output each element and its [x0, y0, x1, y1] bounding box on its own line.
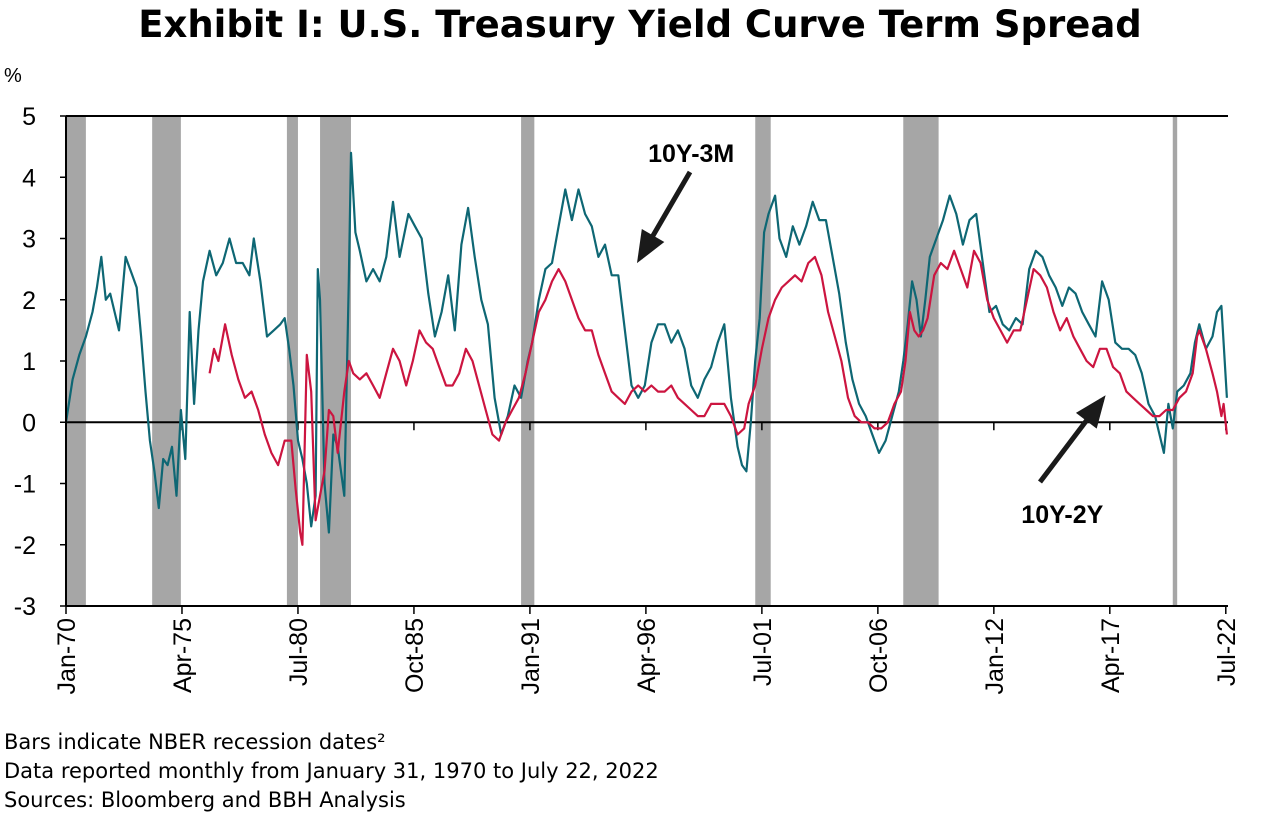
- y-tick-label: 5: [22, 103, 36, 131]
- y-tick-label: 4: [22, 164, 36, 192]
- y-tick-label: 1: [22, 348, 36, 376]
- y-tick-label: -1: [14, 471, 36, 499]
- recession-bar: [320, 116, 351, 606]
- annotation-10y-3m: 10Y-3M: [648, 140, 734, 168]
- y-tick-label: -3: [14, 593, 36, 621]
- recession-bar: [903, 116, 939, 606]
- arrow-10y-2y-head: [1075, 395, 1106, 429]
- gridlines: [65, 115, 1228, 431]
- recession-bar: [152, 116, 181, 606]
- series-lines: [64, 151, 1228, 546]
- recession-bar: [286, 116, 298, 606]
- y-axis-unit: %: [4, 65, 22, 87]
- y-tick-label: 3: [22, 226, 36, 254]
- arrow-10y-3m-head: [636, 228, 665, 264]
- x-tick-label: Jan-91: [517, 618, 545, 694]
- x-tick-label: Jul-01: [749, 618, 777, 686]
- series-10y-3m: [64, 151, 1228, 534]
- y-tick-label: 2: [22, 287, 36, 315]
- annotation-10y-2y: 10Y-2Y: [1021, 501, 1103, 529]
- chart-title: Exhibit I: U.S. Treasury Yield Curve Ter…: [138, 3, 1142, 46]
- x-tick-label: Apr-96: [633, 618, 661, 693]
- x-tick-label: Jan-12: [981, 618, 1009, 694]
- y-tick-label: -2: [14, 532, 36, 560]
- chart-notes: Bars indicate NBER recession dates² Data…: [4, 728, 659, 815]
- note-data-range: Data reported monthly from January 31, 1…: [4, 759, 659, 783]
- x-tick-label: Apr-75: [169, 618, 197, 693]
- note-sources: Sources: Bloomberg and BBH Analysis: [4, 788, 406, 812]
- x-tick-label: Jul-22: [1213, 618, 1241, 686]
- note-recession: Bars indicate NBER recession dates²: [4, 730, 386, 754]
- x-tick-label: Oct-85: [401, 618, 429, 693]
- recession-bar: [66, 116, 86, 606]
- x-tick-label: Jan-70: [53, 618, 81, 694]
- recession-bar: [1172, 116, 1178, 606]
- x-tick-label: Jul-80: [285, 618, 313, 686]
- annotations: 10Y-3M 10Y-2Y: [636, 140, 1106, 529]
- x-tick-label: Apr-17: [1097, 618, 1125, 693]
- x-tick-label: Oct-06: [865, 618, 893, 693]
- series-10y-2y: [208, 249, 1228, 546]
- y-tick-label: 0: [22, 409, 36, 437]
- axes: -3 -2 -1 0 1 2 3 4 5% Jan-70 Apr-75 Jul-80 Oct-85 Jan…: [4, 65, 1241, 694]
- recession-bar: [755, 116, 771, 606]
